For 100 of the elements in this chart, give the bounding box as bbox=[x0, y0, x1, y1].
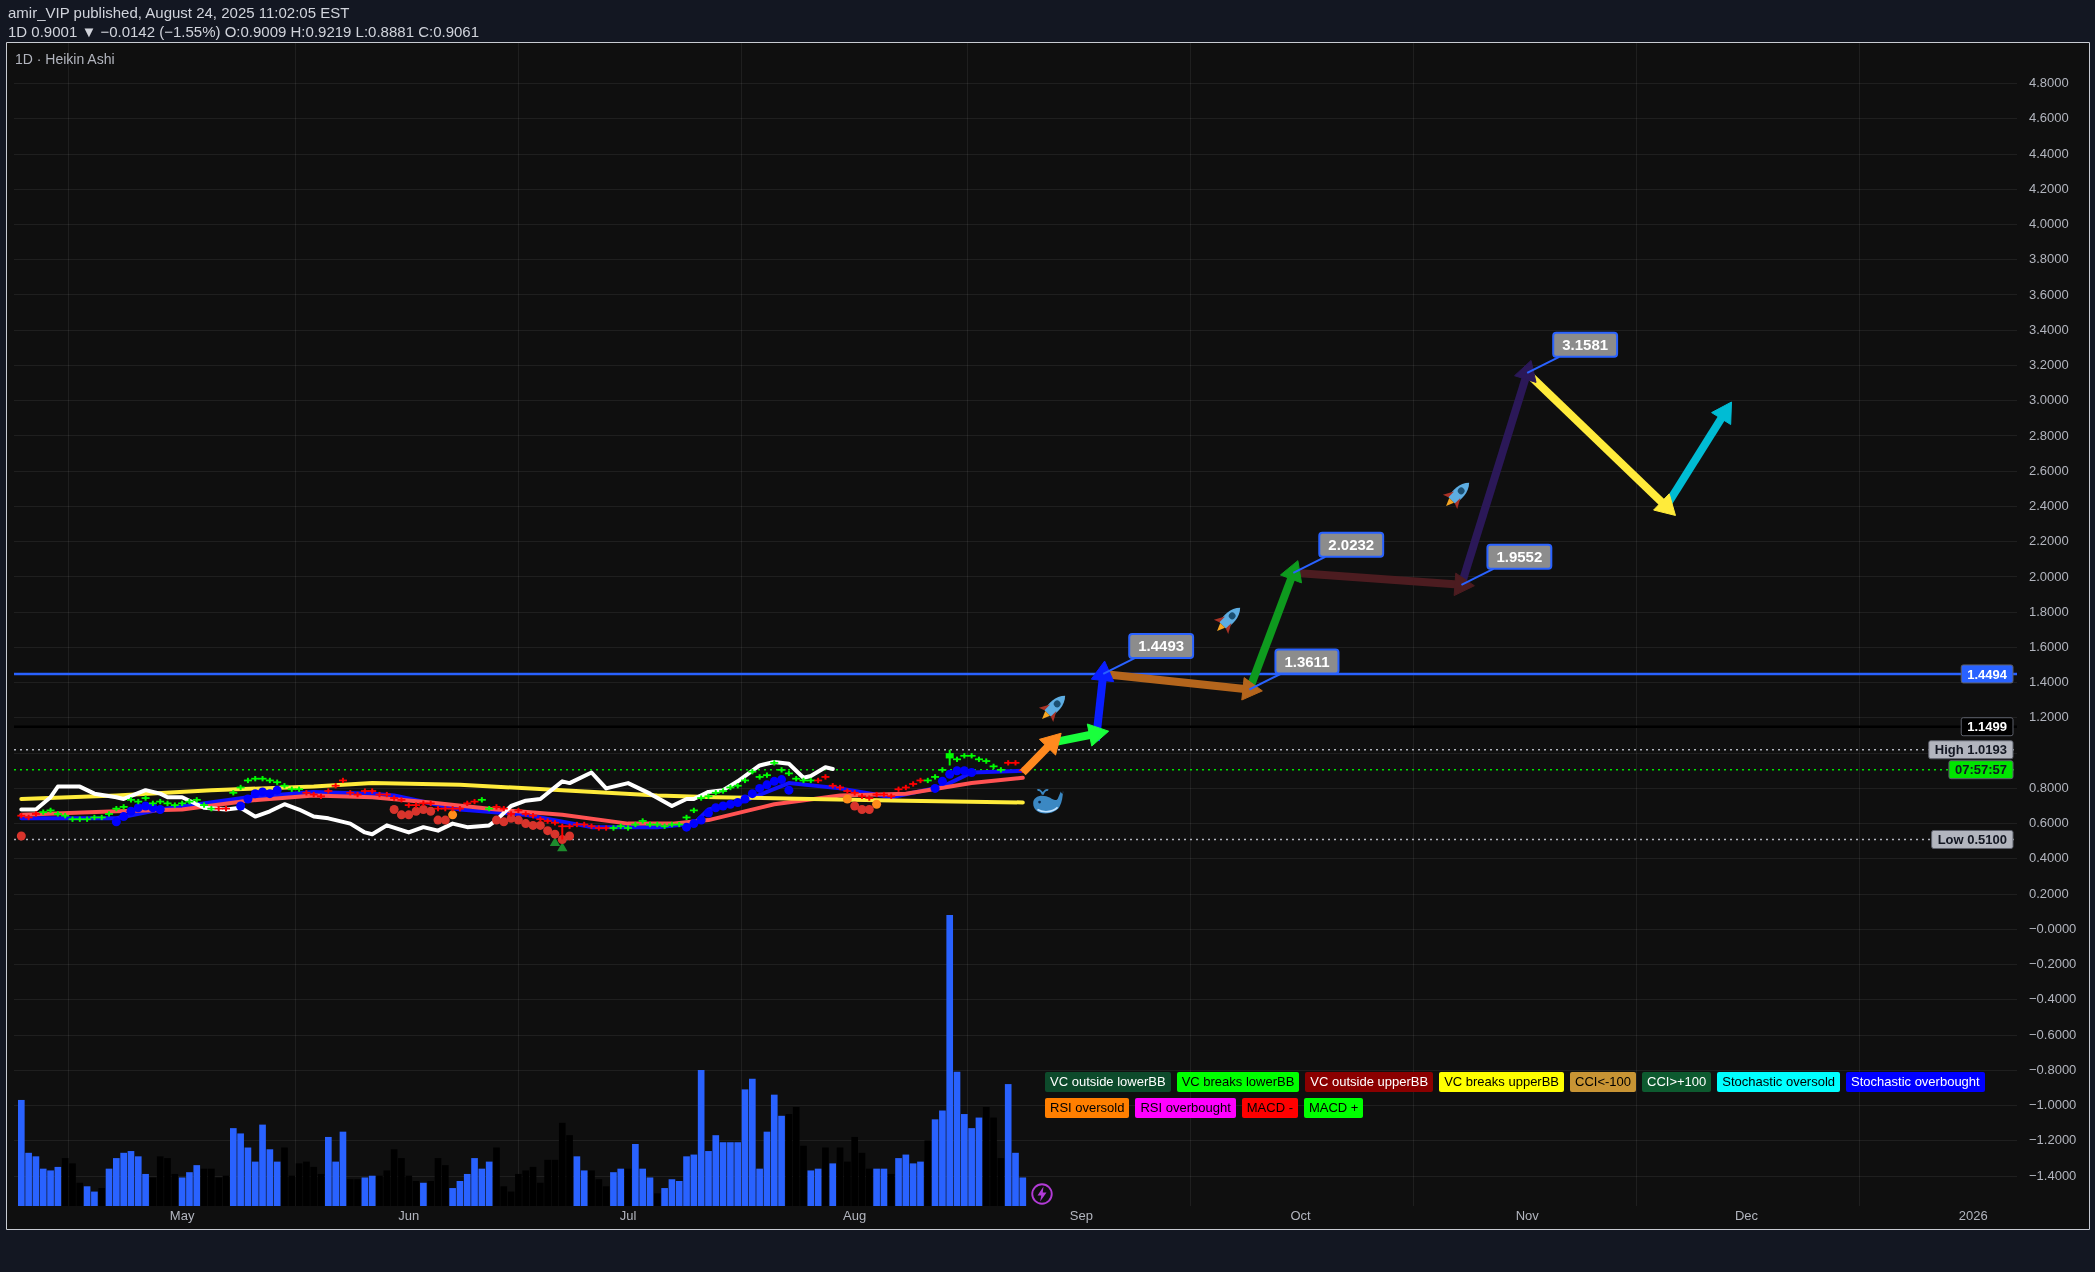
point bbox=[784, 785, 794, 795]
point bbox=[762, 780, 772, 790]
text: 1D · Heikin Ashi bbox=[15, 51, 115, 67]
point bbox=[535, 820, 545, 830]
y-tick-label: −0.2000 bbox=[2029, 956, 2077, 972]
point bbox=[396, 810, 406, 820]
point bbox=[16, 831, 26, 841]
y-tick-label: 4.2000 bbox=[2029, 180, 2069, 196]
ref-line-label: 1.1499 bbox=[1967, 719, 2007, 735]
point bbox=[243, 794, 253, 804]
y-tick-label: −0.0000 bbox=[2029, 920, 2077, 936]
data-label: 1.9552 bbox=[1496, 547, 1543, 565]
point bbox=[119, 812, 129, 822]
y-tick-label: −0.4000 bbox=[2029, 991, 2077, 1007]
point bbox=[967, 768, 977, 778]
point bbox=[696, 815, 706, 825]
annotation: 07:57:57 bbox=[1954, 762, 2007, 778]
point bbox=[141, 801, 151, 811]
annotation: RSI oversold bbox=[1045, 1098, 1130, 1118]
point bbox=[126, 806, 136, 816]
point bbox=[864, 805, 874, 815]
annotation: Stochastic overbought bbox=[1846, 1072, 1985, 1092]
annotation: CCI<-100 bbox=[1570, 1072, 1637, 1092]
ref-line-label: Low 0.5100 bbox=[1937, 832, 2007, 848]
data-label: 1.4493 bbox=[1138, 637, 1185, 655]
bar bbox=[829, 1163, 837, 1206]
point bbox=[733, 797, 743, 807]
y-tick-label: 0.6000 bbox=[2029, 815, 2069, 831]
bar bbox=[887, 1173, 895, 1206]
y-tick-label: 0.4000 bbox=[2029, 850, 2069, 866]
ref-line-label: 1.4494 bbox=[1967, 666, 2008, 682]
point bbox=[111, 817, 121, 827]
point bbox=[258, 787, 268, 797]
annotation: Stochastic oversold bbox=[1717, 1072, 1841, 1092]
point bbox=[513, 815, 523, 825]
text: amir_VIP published, August 24, 2025 11:02:05 EST bbox=[8, 4, 350, 21]
x-tick-label: Nov bbox=[1515, 1208, 1540, 1224]
annotation: VC breaks upperBB bbox=[1439, 1072, 1565, 1092]
y-tick-label: 1.8000 bbox=[2029, 603, 2069, 619]
x-tick-label: 2026 bbox=[1958, 1208, 1988, 1224]
y-tick-label: 4.0000 bbox=[2029, 216, 2069, 232]
annotation: MACD + bbox=[1303, 1098, 1364, 1118]
y-tick-label: 4.4000 bbox=[2029, 145, 2069, 161]
point bbox=[777, 775, 787, 785]
point bbox=[703, 808, 713, 818]
y-tick-label: −1.2000 bbox=[2029, 1132, 2077, 1148]
y-tick-label: 4.8000 bbox=[2029, 75, 2069, 91]
y-tick-label: 1.6000 bbox=[2029, 638, 2069, 654]
point bbox=[725, 799, 735, 809]
data-label: 3.1581 bbox=[1562, 335, 1609, 353]
point bbox=[959, 766, 969, 776]
y-tick-label: −0.8000 bbox=[2029, 1061, 2077, 1077]
point bbox=[842, 794, 852, 804]
point bbox=[404, 810, 414, 820]
point bbox=[945, 769, 955, 779]
data-label: 1.3611 bbox=[1284, 652, 1330, 670]
point bbox=[155, 805, 165, 815]
y-tick-label: 3.0000 bbox=[2029, 392, 2069, 408]
annotation: CCI>+100 bbox=[1642, 1072, 1712, 1092]
y-tick-label: −0.6000 bbox=[2029, 1026, 2077, 1042]
y-tick-label: 0.2000 bbox=[2029, 885, 2069, 901]
x-tick-label: Jun bbox=[398, 1208, 420, 1224]
y-tick-label: 3.4000 bbox=[2029, 321, 2069, 337]
y-tick-label: 3.6000 bbox=[2029, 286, 2069, 302]
point bbox=[682, 822, 692, 832]
bar bbox=[822, 1147, 829, 1206]
y-tick-label: 2.0000 bbox=[2029, 568, 2069, 584]
bar bbox=[420, 1182, 427, 1206]
x-tick-label: Aug bbox=[843, 1208, 867, 1224]
y-tick-label: 2.2000 bbox=[2029, 533, 2069, 549]
point bbox=[440, 815, 450, 825]
x-tick-label: Dec bbox=[1734, 1208, 1759, 1224]
x-tick-label: May bbox=[169, 1208, 195, 1224]
point bbox=[872, 799, 882, 809]
bar bbox=[653, 1193, 661, 1206]
bar bbox=[98, 1188, 106, 1206]
y-tick-label: 4.6000 bbox=[2029, 110, 2069, 126]
y-tick-label: 3.8000 bbox=[2029, 251, 2069, 267]
y-tick-label: 1.4000 bbox=[2029, 674, 2069, 690]
point bbox=[769, 776, 779, 786]
point bbox=[747, 789, 757, 799]
y-tick-label: 3.2000 bbox=[2029, 357, 2069, 373]
point bbox=[499, 817, 509, 827]
y-tick-label: 2.6000 bbox=[2029, 462, 2069, 478]
y-tick-label: −1.0000 bbox=[2029, 1097, 2077, 1113]
point bbox=[718, 801, 728, 811]
y-tick-label: −1.4000 bbox=[2029, 1167, 2077, 1183]
chart-subtitle: 1D 0.9001 ▼ −0.0142 (−1.55%) O:0.9009 H:0.9219 L:0.8881 C:0.9061 bbox=[8, 23, 480, 40]
point bbox=[930, 783, 940, 793]
ref-line-label: High 1.0193 bbox=[1934, 742, 2008, 758]
y-tick-label: 0.8000 bbox=[2029, 779, 2069, 795]
point bbox=[272, 785, 282, 795]
point bbox=[543, 826, 553, 836]
point bbox=[711, 803, 721, 813]
data-label: 2.0232 bbox=[1328, 535, 1375, 553]
annotation: VC breaks lowerBB bbox=[1176, 1072, 1300, 1092]
point bbox=[850, 801, 860, 811]
point bbox=[426, 806, 436, 816]
x-tick-label: Oct bbox=[1290, 1208, 1312, 1224]
bar bbox=[924, 1140, 932, 1206]
